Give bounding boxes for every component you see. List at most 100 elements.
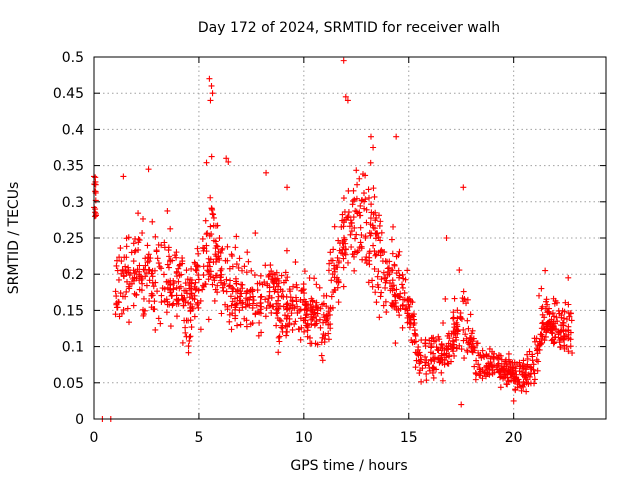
data-point (330, 246, 337, 253)
data-point (195, 304, 202, 311)
data-point (213, 253, 220, 260)
data-point (282, 322, 289, 329)
data-point (344, 97, 351, 104)
data-point (123, 235, 130, 242)
data-point (173, 284, 180, 291)
data-point (524, 351, 531, 358)
data-point (237, 293, 244, 300)
data-point (412, 332, 419, 339)
data-point (367, 133, 374, 140)
data-point (204, 267, 211, 274)
data-point (393, 270, 400, 277)
data-point (357, 202, 364, 209)
data-point (191, 283, 198, 290)
data-point (123, 278, 130, 285)
data-point (178, 292, 185, 299)
data-point (294, 303, 301, 310)
data-point (167, 323, 174, 330)
data-point (268, 309, 275, 316)
data-point (374, 273, 381, 280)
data-point (375, 234, 382, 241)
data-point (520, 357, 527, 364)
data-point (511, 378, 518, 385)
data-point (186, 279, 193, 286)
data-point (183, 267, 190, 274)
data-point (464, 317, 471, 324)
data-point (185, 349, 192, 356)
data-point (403, 305, 410, 312)
data-point (176, 262, 183, 269)
data-point (490, 353, 497, 360)
data-point (232, 306, 239, 313)
data-point (464, 296, 471, 303)
data-point (533, 345, 540, 352)
data-point (481, 370, 488, 377)
y-tick-label: 0.25 (53, 231, 84, 247)
data-point (465, 339, 472, 346)
data-point (413, 357, 420, 364)
data-point (517, 363, 524, 370)
data-point (561, 336, 568, 343)
data-point (193, 263, 200, 270)
data-point (430, 334, 437, 341)
data-point (538, 305, 545, 312)
data-point (520, 383, 527, 390)
data-point (313, 281, 320, 288)
data-point (415, 352, 422, 359)
data-point (154, 255, 161, 262)
data-point (207, 97, 214, 104)
data-point (345, 259, 352, 266)
data-point (371, 193, 378, 200)
data-point (451, 341, 458, 348)
data-point (286, 305, 293, 312)
data-point (241, 263, 248, 270)
data-point (308, 321, 315, 328)
data-point (460, 326, 467, 333)
data-point (130, 240, 137, 247)
data-point (233, 302, 240, 308)
data-point (216, 235, 223, 242)
data-point (205, 316, 212, 323)
data-point (282, 277, 289, 284)
data-point (544, 301, 551, 308)
data-point (245, 258, 252, 265)
data-point (298, 288, 305, 295)
data-point (360, 190, 367, 197)
data-point (141, 307, 148, 314)
data-point (538, 285, 545, 292)
data-point (188, 290, 195, 297)
data-point (552, 334, 559, 341)
data-point (291, 321, 298, 328)
data-point (173, 249, 180, 256)
data-point (208, 231, 215, 238)
data-point (459, 295, 466, 302)
data-point (399, 324, 406, 331)
data-point (382, 298, 389, 305)
data-point (151, 298, 158, 305)
data-point (170, 285, 177, 292)
data-point (123, 288, 130, 295)
data-point (510, 397, 517, 404)
data-point (182, 329, 189, 336)
data-point (543, 298, 550, 305)
data-point (281, 312, 288, 319)
data-point (472, 376, 479, 383)
data-point (284, 274, 291, 281)
data-point (161, 286, 168, 293)
data-point (374, 281, 381, 288)
data-point (342, 251, 349, 258)
data-point (195, 276, 202, 283)
data-point (113, 300, 120, 307)
data-point (404, 267, 411, 274)
data-point (453, 344, 460, 351)
data-point (122, 293, 129, 300)
data-point (236, 297, 243, 304)
data-point (312, 340, 319, 347)
data-point (371, 265, 378, 272)
data-point (268, 275, 275, 282)
data-point (275, 306, 282, 313)
data-point (167, 289, 174, 296)
data-point (367, 159, 374, 166)
data-point (390, 223, 397, 230)
data-point (273, 310, 280, 317)
